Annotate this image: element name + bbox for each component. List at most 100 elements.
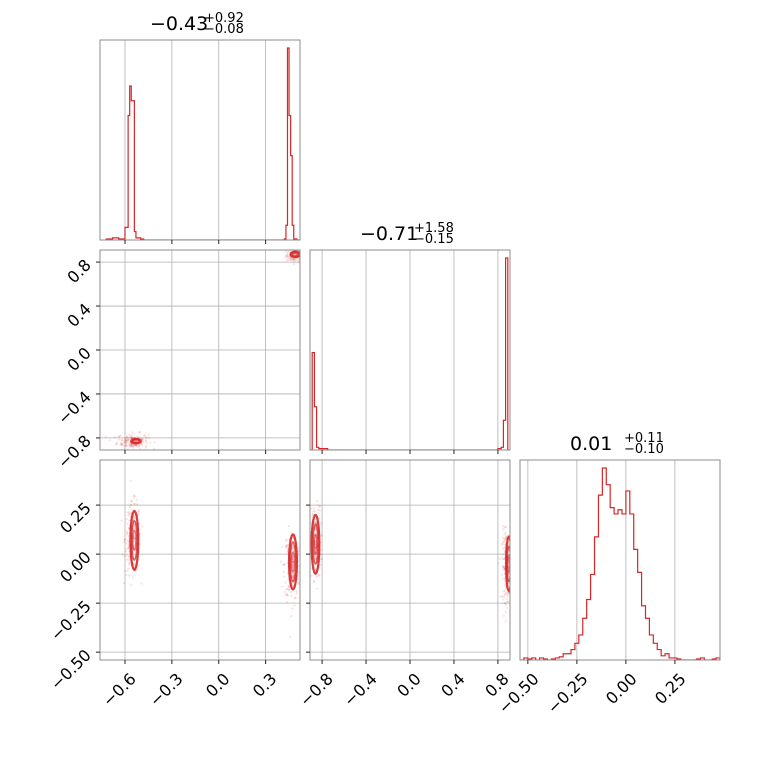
- scatter-point: [147, 433, 150, 436]
- scatter-point: [300, 563, 302, 565]
- scatter-point: [120, 519, 123, 522]
- scatter-point: [130, 444, 133, 448]
- contour-level-1: [312, 523, 319, 565]
- scatter-point: [292, 561, 295, 564]
- scatter-point: [137, 446, 140, 449]
- scatter-point: [502, 553, 505, 556]
- scatter-point: [143, 434, 146, 437]
- scatter-point: [130, 436, 133, 439]
- scatter-point: [301, 255, 303, 257]
- scatter-point: [504, 525, 507, 529]
- scatter-point: [315, 587, 318, 590]
- scatter-point: [144, 436, 147, 439]
- scatter-point: [126, 511, 129, 514]
- scatter-point: [505, 535, 508, 538]
- scatter-point: [499, 557, 502, 561]
- scatter-point: [292, 575, 295, 578]
- scatter-point: [134, 495, 137, 498]
- scatter-point: [291, 258, 294, 261]
- scatter-point: [504, 531, 507, 534]
- scatter-point: [135, 569, 138, 572]
- scatter-point: [130, 443, 133, 446]
- scatter-point: [135, 445, 138, 448]
- scatter-point: [291, 562, 294, 565]
- scatter-point: [109, 439, 112, 442]
- y-tick-label: −0.25: [47, 597, 95, 645]
- scatter-point: [511, 584, 513, 586]
- scatter-point: [286, 254, 289, 258]
- scatter-point: [291, 607, 294, 610]
- scatter-point: [288, 256, 292, 260]
- scatter-point: [287, 585, 290, 588]
- scatter-point: [116, 441, 119, 444]
- scatter-point: [282, 564, 286, 567]
- title-plus: +0.92: [204, 11, 244, 26]
- scatter-point: [117, 435, 120, 438]
- scatter-point: [130, 436, 133, 439]
- scatter-point: [137, 510, 140, 513]
- scatter-point: [291, 246, 293, 248]
- scatter-point: [126, 438, 129, 441]
- scatter-point: [145, 445, 148, 448]
- scatter-point: [503, 546, 506, 549]
- scatter-point: [124, 439, 127, 442]
- scatter-point: [501, 543, 504, 546]
- scatter-point: [284, 593, 287, 597]
- contour-level-0: [287, 533, 298, 591]
- scatter-point: [128, 443, 132, 446]
- scatter-point: [303, 551, 305, 553]
- scatter-point: [126, 444, 129, 448]
- scatter-point: [120, 439, 124, 442]
- scatter-point: [127, 438, 131, 441]
- scatter-point: [284, 539, 288, 542]
- scatter-point: [128, 555, 131, 558]
- scatter-point: [290, 615, 293, 618]
- scatter-point: [130, 583, 133, 586]
- scatter-point: [304, 256, 306, 258]
- scatter-point: [297, 572, 300, 575]
- scatter-point: [310, 514, 314, 517]
- scatter-point: [126, 522, 129, 525]
- scatter-point: [294, 258, 297, 261]
- scatter-point: [128, 563, 131, 566]
- scatter-point: [501, 565, 505, 568]
- scatter-point: [138, 444, 141, 447]
- x-tick-label: 0.3: [249, 669, 280, 700]
- scatter-point: [286, 252, 289, 255]
- histogram-0: [105, 47, 300, 240]
- scatter-point: [310, 574, 313, 577]
- scatter-point: [311, 512, 314, 515]
- scatter-point: [292, 258, 296, 261]
- scatter-point: [149, 441, 152, 444]
- panel-content: [104, 246, 306, 450]
- x-tick-label: 0.00: [602, 669, 641, 708]
- scatter-point: [503, 584, 507, 587]
- scatter-point: [289, 247, 291, 249]
- contour-level-0: [289, 250, 300, 259]
- scatter-point: [312, 507, 315, 510]
- scatter-point: [502, 598, 505, 601]
- scatter-point: [281, 585, 284, 588]
- contour-level-0: [129, 509, 140, 571]
- scatter-point: [291, 560, 294, 563]
- scatter-point: [505, 606, 509, 610]
- scatter-point: [285, 601, 289, 604]
- scatter-point: [312, 580, 315, 583]
- scatter-point: [286, 253, 289, 256]
- scatter-point: [292, 548, 295, 551]
- scatter-point: [297, 261, 300, 264]
- scatter-point: [314, 557, 317, 561]
- title-value: −0.71: [360, 223, 418, 245]
- scatter-point: [300, 257, 302, 259]
- scatter-point: [294, 253, 297, 256]
- scatter-point: [145, 441, 148, 444]
- scatter-point: [128, 445, 131, 448]
- scatter-point: [130, 434, 133, 437]
- scatter-point: [502, 541, 505, 544]
- scatter-point: [125, 441, 128, 445]
- scatter-point: [503, 538, 506, 541]
- scatter-point: [126, 531, 129, 535]
- scatter-point: [319, 521, 322, 524]
- scatter-point: [502, 527, 505, 531]
- contour-level-0: [310, 513, 321, 575]
